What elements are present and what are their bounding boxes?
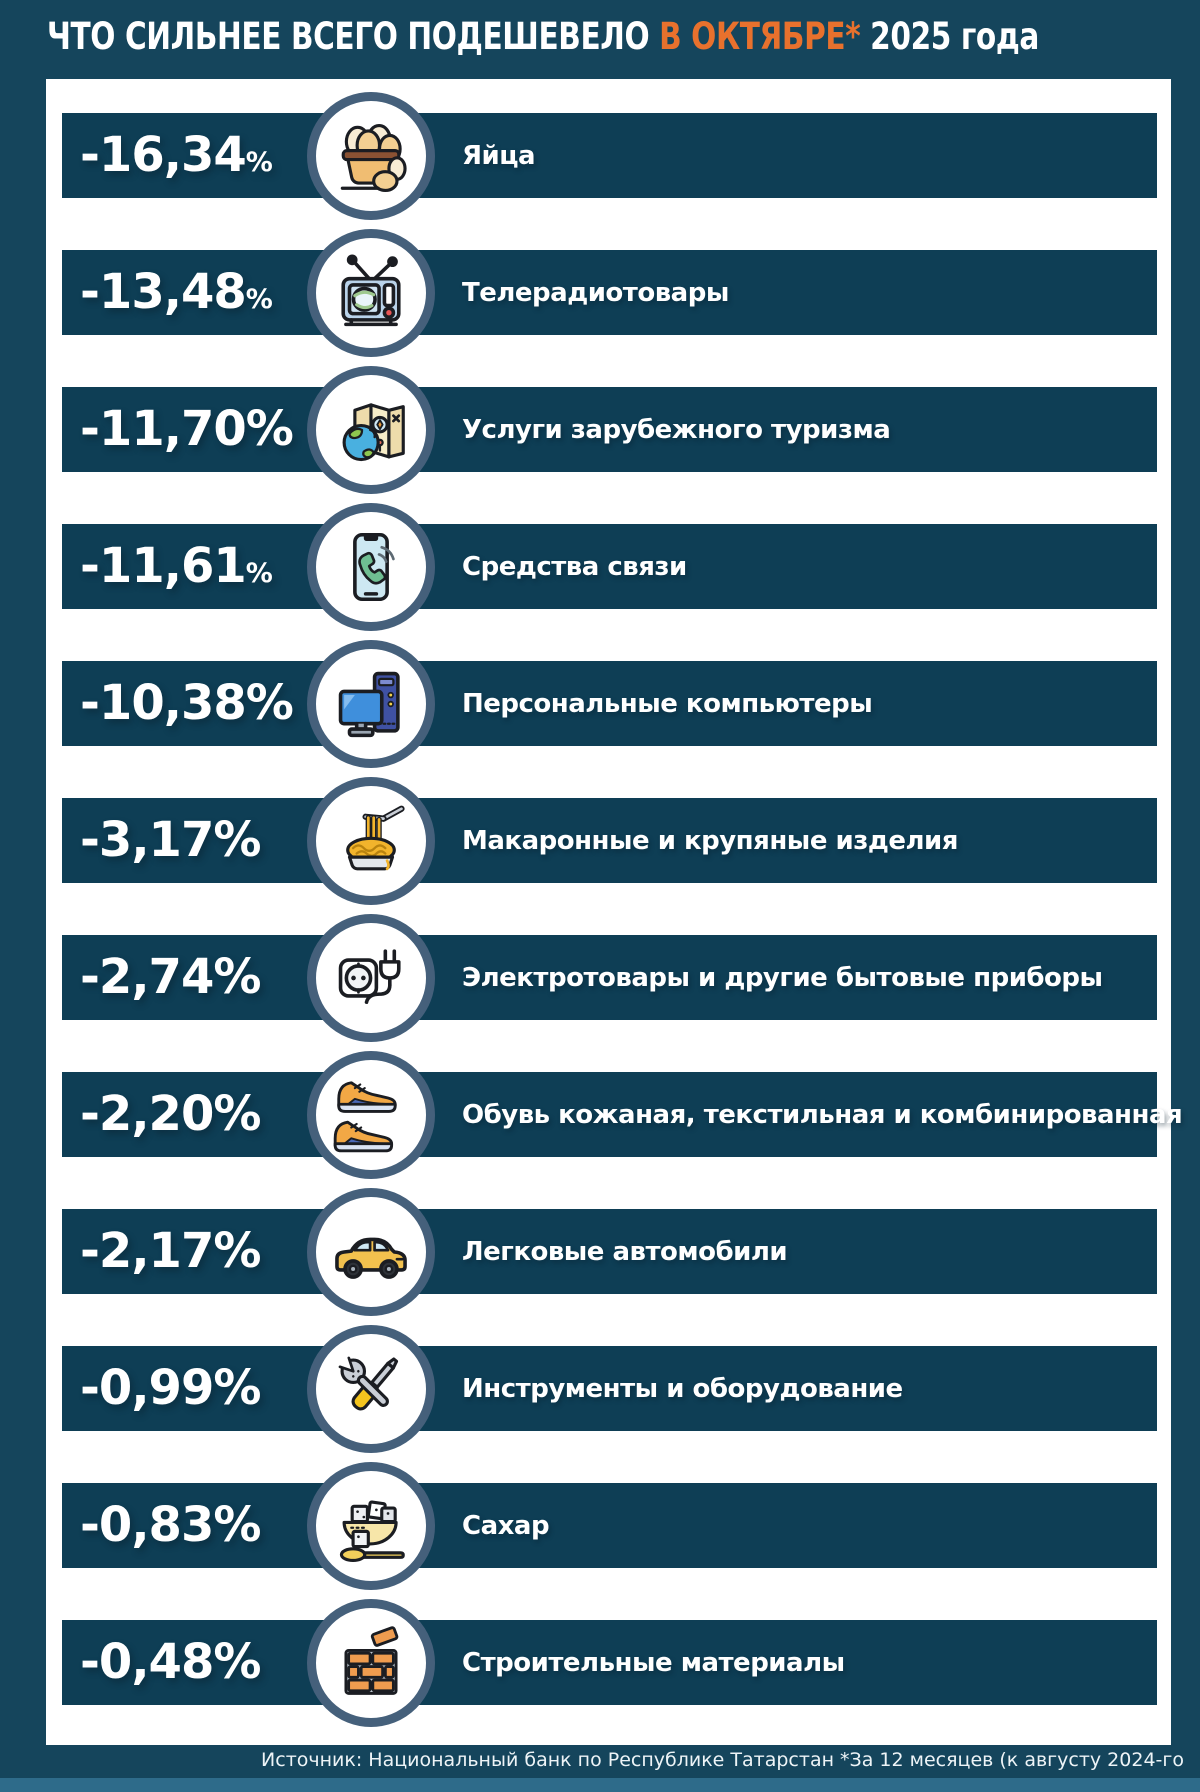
percentage-number: -2,20: [80, 1085, 214, 1142]
eggs-basket-icon: [307, 91, 435, 220]
category-label: Телерадиотовары: [462, 277, 729, 308]
title-highlight: В ОКТЯБРЕ*: [659, 15, 861, 58]
title-prefix: ЧТО СИЛЬНЕЕ ВСЕГО ПОДЕШЕВЕЛО: [47, 15, 660, 58]
percentage-number: -3,17: [80, 811, 214, 868]
percent-sign: %: [213, 811, 261, 868]
percent-sign: %: [213, 1085, 261, 1142]
category-label: Строительные материалы: [462, 1647, 845, 1678]
ranking-list-panel: -16,34% Яйца -13,48% Телерадиотовары -11,70%…: [46, 79, 1183, 1745]
category-label: Яйца: [462, 140, 536, 171]
category-row: -16,34% Яйца: [62, 91, 1157, 220]
percentage-value: -0,48%: [80, 1633, 261, 1690]
percentage-value: -11,61%: [80, 537, 273, 593]
percentage-value: -3,17%: [80, 811, 261, 868]
category-label: Средства связи: [462, 551, 687, 582]
percentage-value: -2,74%: [80, 948, 261, 1005]
percent-sign: %: [245, 400, 294, 457]
category-label: Сахар: [462, 1510, 550, 1541]
percentage-number: -0,83: [80, 1496, 214, 1553]
percent-sign: %: [213, 1222, 261, 1279]
tv-icon: [307, 228, 435, 357]
category-row: -10,38% Персональные компьютеры: [62, 639, 1157, 768]
percent-sign: %: [213, 1633, 261, 1690]
percentage-number: -13,48: [80, 263, 247, 320]
smartphone-icon: [307, 502, 435, 631]
category-row: -2,74% Электротовары и другие бытовые при…: [62, 913, 1157, 1042]
bottom-strip: [0, 1778, 1200, 1792]
category-row: -11,61% Средства связи: [62, 502, 1157, 631]
category-row: -0,83% Сахар: [62, 1461, 1157, 1590]
percentage-value: -0,83%: [80, 1496, 261, 1553]
category-label: Макаронные и крупяные изделия: [462, 825, 958, 856]
category-label: Обувь кожаная, текстильная и комбинирова…: [462, 1099, 1183, 1130]
tools-icon: [307, 1324, 435, 1453]
travel-map-icon: [307, 365, 435, 494]
plug-socket-icon: [307, 913, 435, 1042]
bricks-icon: [307, 1598, 435, 1727]
pasta-icon: [307, 776, 435, 905]
percentage-value: -10,38%: [80, 674, 294, 731]
percent-sign: %: [213, 948, 261, 1005]
percent-sign: %: [213, 1496, 261, 1553]
percentage-value: -13,48%: [80, 263, 273, 319]
category-label: Инструменты и оборудование: [462, 1373, 903, 1404]
percentage-number: -10,38: [80, 674, 247, 731]
category-row: -2,17% Легковые автомобили: [62, 1187, 1157, 1316]
category-row: -13,48% Телерадиотовары: [62, 228, 1157, 357]
desktop-computer-icon: [307, 639, 435, 768]
percentage-number: -0,99: [80, 1359, 214, 1416]
percentage-number: -2,17: [80, 1222, 214, 1279]
percentage-number: -2,74: [80, 948, 214, 1005]
category-label: Электротовары и другие бытовые приборы: [462, 962, 1103, 993]
category-row: -11,70% Услуги зарубежного туризма: [62, 365, 1157, 494]
source-note: Источник: Национальный банк по Республик…: [261, 1749, 1184, 1771]
percent-sign: %: [245, 146, 273, 178]
percentage-value: -11,70%: [80, 400, 294, 457]
percentage-value: -2,17%: [80, 1222, 261, 1279]
percent-sign: %: [213, 1359, 261, 1416]
percentage-value: -0,99%: [80, 1359, 261, 1416]
sneakers-icon: [307, 1050, 435, 1179]
car-icon: [307, 1187, 435, 1316]
category-label: Легковые автомобили: [462, 1236, 788, 1267]
category-row: -0,99% Инструменты и оборудование: [62, 1324, 1157, 1453]
percent-sign: %: [245, 557, 273, 589]
category-row: -3,17% Макаронные и крупяные изделия: [62, 776, 1157, 905]
category-label: Услуги зарубежного туризма: [462, 414, 891, 445]
percentage-number: -16,34: [80, 126, 247, 183]
percentage-number: -0,48: [80, 1633, 214, 1690]
sugar-icon: [307, 1461, 435, 1590]
category-row: -0,48% Строительные материалы: [62, 1598, 1157, 1727]
title-suffix: 2025 года: [860, 15, 1039, 58]
percentage-number: -11,61: [80, 537, 247, 594]
percentage-value: -16,34%: [80, 126, 273, 182]
page-title: ЧТО СИЛЬНЕЕ ВСЕГО ПОДЕШЕВЕЛО В ОКТЯБРЕ* …: [47, 14, 1039, 60]
percentage-value: -2,20%: [80, 1085, 261, 1142]
percent-sign: %: [245, 674, 294, 731]
category-label: Персональные компьютеры: [462, 688, 873, 719]
category-row: -2,20% Обувь кожаная, текстильная и комби…: [62, 1050, 1183, 1179]
percentage-number: -11,70: [80, 400, 247, 457]
percent-sign: %: [245, 283, 273, 315]
